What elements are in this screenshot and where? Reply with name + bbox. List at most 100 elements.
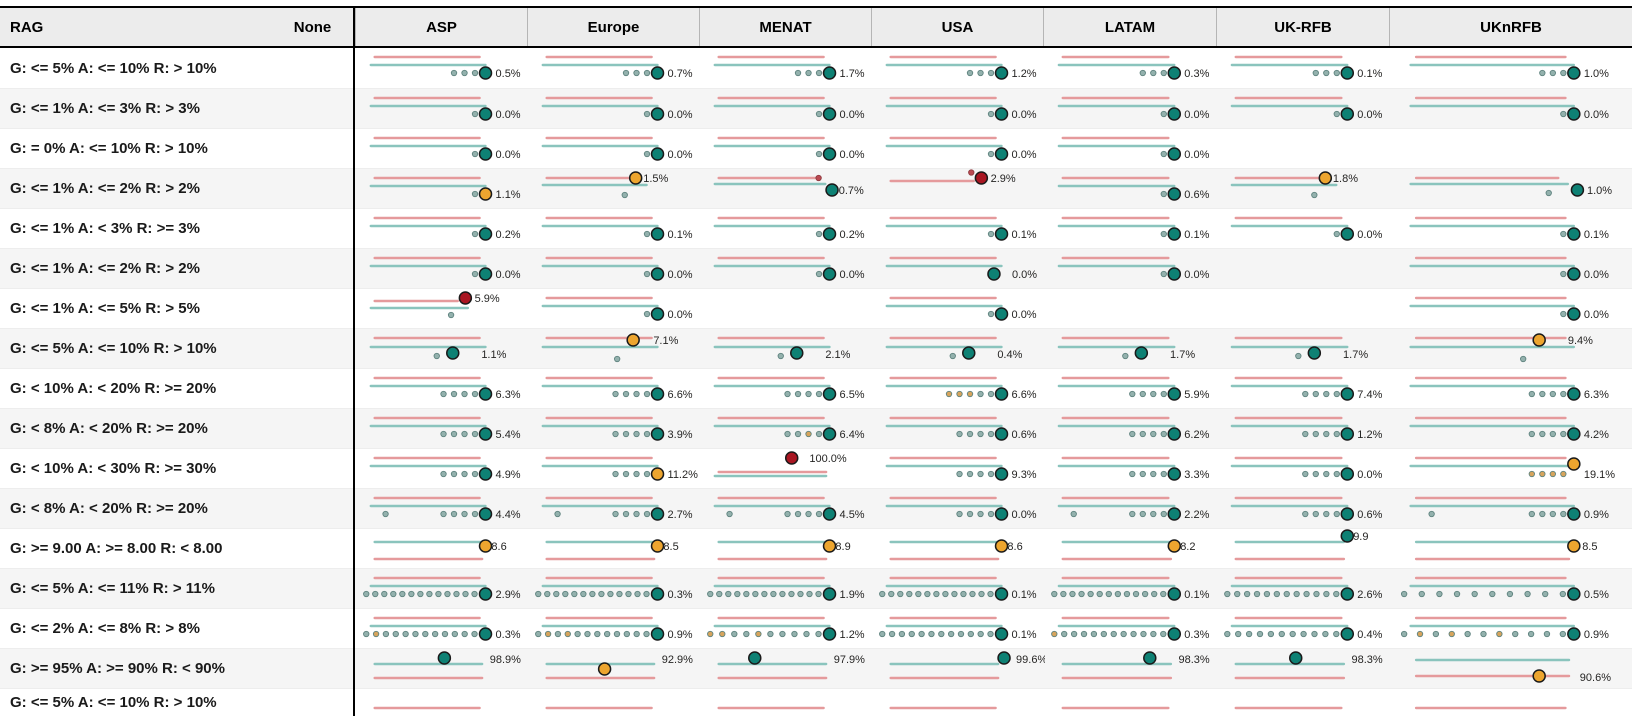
sparkline-cell-latam[interactable]: 0.0% <box>1043 249 1216 288</box>
sparkline-cell-usa[interactable]: 9.3% <box>871 449 1043 488</box>
sparkline-cell-menat[interactable] <box>699 289 871 328</box>
sparkline-cell-latam[interactable]: 0.6% <box>1043 169 1216 208</box>
sparkline-cell-menat[interactable]: 6.4% <box>699 409 871 448</box>
sparkline-cell-uknrfb[interactable]: 0.1% <box>1389 209 1632 248</box>
sparkline-cell-menat[interactable]: 0.7% <box>699 169 871 208</box>
rag-threshold-label[interactable]: G: <= 2% A: <= 8% R: > 8% <box>10 620 200 637</box>
sparkline-cell-menat[interactable]: 8.9 <box>699 529 871 568</box>
sparkline-cell-europe[interactable]: 0.0% <box>527 129 699 168</box>
sparkline-cell-europe[interactable]: 8.5 <box>527 529 699 568</box>
sparkline-cell-asp[interactable]: 6.3% <box>355 369 527 408</box>
sparkline-cell-asp[interactable]: 2.9% <box>355 569 527 608</box>
sparkline-cell-uknrfb[interactable]: 0.9% <box>1389 489 1632 528</box>
rag-threshold-label[interactable]: G: <= 1% A: <= 3% R: > 3% <box>10 100 200 117</box>
sparkline-cell-menat[interactable]: 1.7% <box>699 48 871 88</box>
rag-threshold-label[interactable]: G: < 10% A: < 30% R: >= 30% <box>10 460 217 477</box>
sparkline-cell-uk-rfb[interactable]: 9.9 <box>1216 529 1389 568</box>
sparkline-cell-europe[interactable]: 2.7% <box>527 489 699 528</box>
sparkline-cell-menat[interactable]: 0.0% <box>699 249 871 288</box>
sparkline-cell-menat[interactable]: 0.0% <box>699 89 871 128</box>
sparkline-cell-usa[interactable]: 0.0% <box>871 489 1043 528</box>
sparkline-cell-uk-rfb[interactable]: 1.8% <box>1216 169 1389 208</box>
column-header-usa[interactable]: USA <box>871 8 1043 46</box>
sparkline-cell-europe[interactable]: 0.0% <box>527 89 699 128</box>
sparkline-cell-latam[interactable]: 0.3% <box>1043 48 1216 88</box>
sparkline-cell-europe[interactable]: 0.7% <box>527 48 699 88</box>
sparkline-cell-latam[interactable]: 0.1% <box>1043 209 1216 248</box>
sparkline-cell-uk-rfb[interactable]: 0.1% <box>1216 48 1389 88</box>
sparkline-cell-uknrfb[interactable]: 0.0% <box>1389 289 1632 328</box>
sparkline-cell-asp[interactable]: 98.9% <box>355 649 527 688</box>
sparkline-cell-menat[interactable]: 2.1% <box>699 329 871 368</box>
rag-threshold-label[interactable]: G: = 0% A: <= 10% R: > 10% <box>10 140 208 157</box>
sparkline-cell-uk-rfb[interactable]: 0.0% <box>1216 449 1389 488</box>
sparkline-cell-usa[interactable]: 6.6% <box>871 369 1043 408</box>
rag-threshold-label[interactable]: G: >= 9.00 A: >= 8.00 R: < 8.00 <box>10 540 223 557</box>
sparkline-cell-usa[interactable]: 0.1% <box>871 209 1043 248</box>
sparkline-cell-uk-rfb[interactable]: 1.7% <box>1216 329 1389 368</box>
sparkline-cell-latam[interactable]: 2.2% <box>1043 489 1216 528</box>
sparkline-cell-latam[interactable]: 0.3% <box>1043 609 1216 648</box>
sparkline-cell-uknrfb[interactable]: 4.2% <box>1389 409 1632 448</box>
column-header-asp[interactable]: ASP <box>355 8 527 46</box>
sparkline-cell-usa[interactable]: 8.6 <box>871 529 1043 568</box>
sparkline-cell-usa[interactable]: 0.0% <box>871 249 1043 288</box>
sparkline-cell-menat[interactable]: 6.5% <box>699 369 871 408</box>
rag-threshold-label[interactable]: G: <= 1% A: <= 5% R: > 5% <box>10 300 200 317</box>
sparkline-cell-asp[interactable]: 8.6 <box>355 529 527 568</box>
column-header-rag[interactable]: RAG <box>0 8 270 46</box>
sparkline-cell-uknrfb[interactable]: 6.3% <box>1389 369 1632 408</box>
sparkline-cell-latam[interactable]: 5.9% <box>1043 369 1216 408</box>
rag-threshold-label[interactable]: G: < 8% A: < 20% R: >= 20% <box>10 420 208 437</box>
sparkline-cell-usa[interactable]: 1.2% <box>871 48 1043 88</box>
sparkline-cell-asp[interactable]: 0.0% <box>355 249 527 288</box>
column-header-uknrfb[interactable]: UKnRFB <box>1389 8 1632 46</box>
sparkline-cell-usa[interactable]: 2.9% <box>871 169 1043 208</box>
sparkline-cell-europe[interactable]: 7.1% <box>527 329 699 368</box>
rag-threshold-label[interactable]: G: <= 5% A: <= 10% R: > 10% <box>10 59 217 77</box>
sparkline-cell-asp[interactable]: 0.0% <box>355 89 527 128</box>
sparkline-cell-uknrfb[interactable]: 1.0% <box>1389 169 1632 208</box>
sparkline-cell-latam[interactable]: 0.1% <box>1043 569 1216 608</box>
sparkline-cell-usa[interactable]: 0.0% <box>871 289 1043 328</box>
sparkline-cell-europe[interactable]: 0.3% <box>527 569 699 608</box>
sparkline-cell-uknrfb[interactable]: 0.0% <box>1389 249 1632 288</box>
sparkline-cell-uknrfb[interactable] <box>1389 689 1632 716</box>
sparkline-cell-latam[interactable] <box>1043 289 1216 328</box>
sparkline-cell-latam[interactable]: 8.2 <box>1043 529 1216 568</box>
sparkline-cell-usa[interactable]: 0.0% <box>871 129 1043 168</box>
sparkline-cell-europe[interactable]: 0.0% <box>527 289 699 328</box>
column-header-europe[interactable]: Europe <box>527 8 699 46</box>
sparkline-cell-europe[interactable] <box>527 689 699 716</box>
column-header-uk-rfb[interactable]: UK-RFB <box>1216 8 1389 46</box>
sparkline-cell-asp[interactable]: 5.9% <box>355 289 527 328</box>
rag-threshold-label[interactable]: G: <= 5% A: <= 10% R: > 10% <box>10 340 217 357</box>
sparkline-cell-asp[interactable]: 4.9% <box>355 449 527 488</box>
rag-threshold-label[interactable]: G: <= 1% A: < 3% R: >= 3% <box>10 220 200 237</box>
rag-threshold-label[interactable]: G: < 10% A: < 20% R: >= 20% <box>10 380 217 397</box>
sparkline-cell-menat[interactable]: 97.9% <box>699 649 871 688</box>
sparkline-cell-menat[interactable]: 100.0% <box>699 449 871 488</box>
sparkline-cell-uk-rfb[interactable]: 1.2% <box>1216 409 1389 448</box>
sparkline-cell-asp[interactable]: 0.5% <box>355 48 527 88</box>
sparkline-cell-usa[interactable]: 0.1% <box>871 569 1043 608</box>
sparkline-cell-menat[interactable]: 0.0% <box>699 129 871 168</box>
sparkline-cell-latam[interactable]: 6.2% <box>1043 409 1216 448</box>
sparkline-cell-asp[interactable]: 4.4% <box>355 489 527 528</box>
sparkline-cell-uk-rfb[interactable]: 98.3% <box>1216 649 1389 688</box>
rag-threshold-label[interactable]: G: <= 1% A: <= 2% R: > 2% <box>10 260 200 277</box>
sparkline-cell-uknrfb[interactable]: 9.4% <box>1389 329 1632 368</box>
column-header-latam[interactable]: LATAM <box>1043 8 1216 46</box>
rag-threshold-label[interactable]: G: <= 5% A: <= 11% R: > 11% <box>10 580 215 597</box>
sparkline-cell-latam[interactable]: 0.0% <box>1043 89 1216 128</box>
sparkline-cell-uk-rfb[interactable]: 7.4% <box>1216 369 1389 408</box>
sparkline-cell-uknrfb[interactable]: 0.9% <box>1389 609 1632 648</box>
sparkline-cell-europe[interactable]: 11.2% <box>527 449 699 488</box>
sparkline-cell-asp[interactable]: 1.1% <box>355 329 527 368</box>
sparkline-cell-usa[interactable]: 99.6% <box>871 649 1047 688</box>
sparkline-cell-uknrfb[interactable]: 19.1% <box>1389 449 1632 488</box>
sparkline-cell-europe[interactable]: 1.5% <box>527 169 699 208</box>
sparkline-cell-europe[interactable]: 92.9% <box>527 649 699 688</box>
sparkline-cell-europe[interactable]: 0.0% <box>527 249 699 288</box>
sparkline-cell-uk-rfb[interactable] <box>1216 289 1389 328</box>
